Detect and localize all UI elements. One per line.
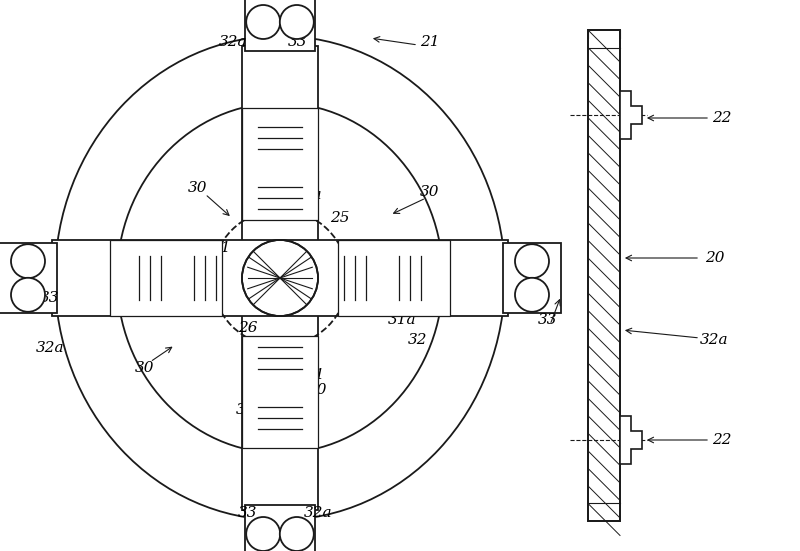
Text: 31: 31 <box>186 295 205 309</box>
Text: 20: 20 <box>706 251 725 265</box>
Text: 33: 33 <box>288 35 308 49</box>
FancyBboxPatch shape <box>503 243 561 313</box>
Text: 32a: 32a <box>218 35 247 49</box>
Polygon shape <box>588 30 620 521</box>
Polygon shape <box>620 91 642 139</box>
Text: 25: 25 <box>330 211 350 225</box>
Text: 32: 32 <box>146 261 165 275</box>
Circle shape <box>11 278 45 312</box>
Polygon shape <box>242 108 318 220</box>
Text: 30: 30 <box>420 185 440 199</box>
Text: 30: 30 <box>135 361 154 375</box>
Text: 31a: 31a <box>148 271 176 285</box>
Polygon shape <box>620 416 642 464</box>
Text: 33: 33 <box>538 313 558 327</box>
FancyBboxPatch shape <box>245 505 315 551</box>
Text: 31a: 31a <box>294 188 322 202</box>
Text: 30: 30 <box>308 383 328 397</box>
Circle shape <box>246 517 280 551</box>
Text: 31a: 31a <box>256 381 284 395</box>
Text: 32a: 32a <box>304 506 332 520</box>
Circle shape <box>515 244 549 278</box>
Text: 32: 32 <box>236 403 256 417</box>
Circle shape <box>242 240 318 316</box>
Text: 31: 31 <box>378 243 398 257</box>
Text: 31: 31 <box>306 368 326 382</box>
Text: 32a: 32a <box>36 341 64 355</box>
Circle shape <box>280 5 314 39</box>
Text: 32a: 32a <box>700 333 728 347</box>
Text: 30: 30 <box>188 181 208 195</box>
Text: 33: 33 <box>238 506 258 520</box>
Circle shape <box>280 517 314 551</box>
FancyBboxPatch shape <box>245 0 315 51</box>
Text: 31: 31 <box>212 241 232 255</box>
Text: 21: 21 <box>420 35 440 49</box>
Circle shape <box>246 5 280 39</box>
Circle shape <box>11 244 45 278</box>
Polygon shape <box>338 240 450 316</box>
Polygon shape <box>52 240 508 316</box>
Polygon shape <box>242 336 318 448</box>
Circle shape <box>515 278 549 312</box>
Text: 32: 32 <box>275 171 294 185</box>
Text: 31a: 31a <box>388 313 416 327</box>
Polygon shape <box>242 46 318 510</box>
Text: 33: 33 <box>40 291 60 305</box>
Polygon shape <box>110 240 222 316</box>
Text: 32: 32 <box>408 333 428 347</box>
Text: 22: 22 <box>712 433 732 447</box>
Text: 26: 26 <box>238 321 258 335</box>
FancyBboxPatch shape <box>0 243 57 313</box>
Text: 22: 22 <box>712 111 732 125</box>
